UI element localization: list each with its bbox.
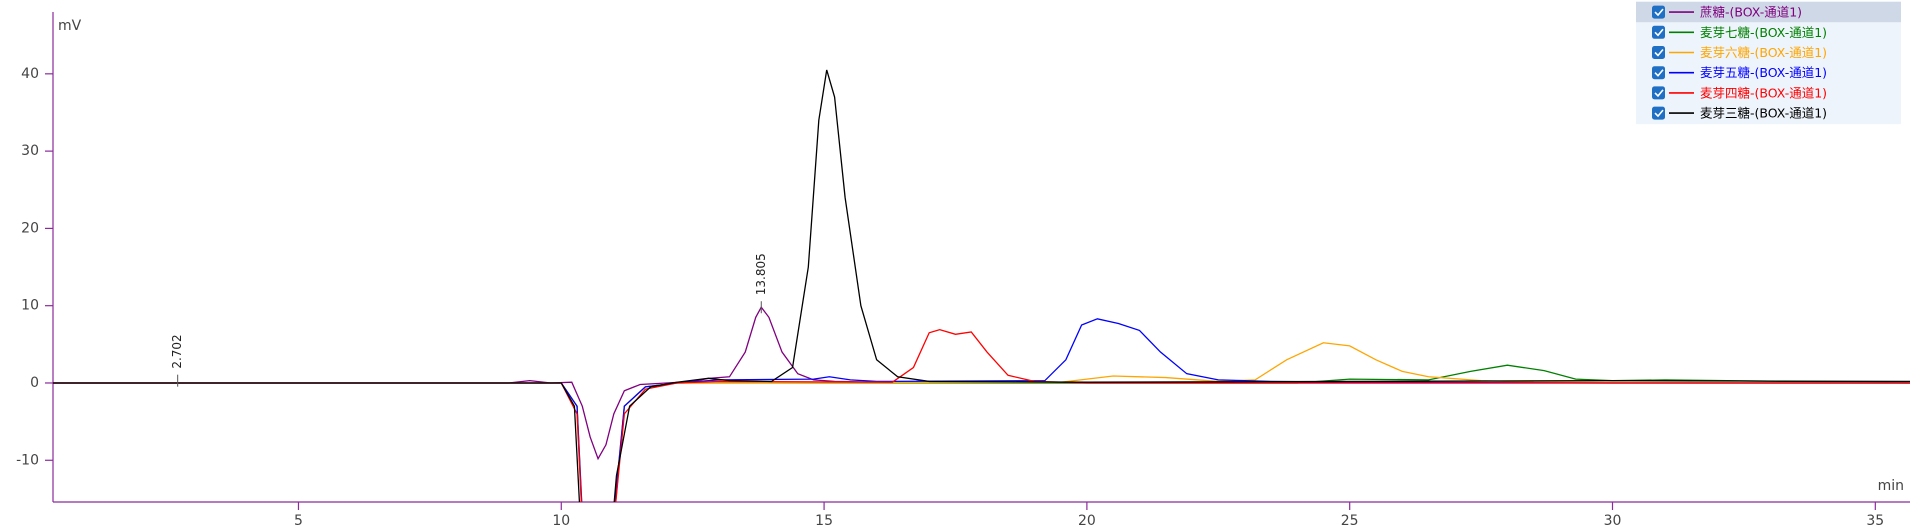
x-tick-label: 5 xyxy=(294,513,303,528)
checkbox-box[interactable] xyxy=(1652,46,1665,59)
legend-checkbox[interactable] xyxy=(1652,66,1665,80)
legend-checkbox[interactable] xyxy=(1652,106,1665,120)
legend-label: 麦芽六糖-(BOX-通道1) xyxy=(1700,45,1827,60)
checkbox-box[interactable] xyxy=(1652,66,1665,80)
legend-label: 蔗糖-(BOX-通道1) xyxy=(1700,5,1802,20)
legend-label: 麦芽四糖-(BOX-通道1) xyxy=(1700,85,1827,100)
legend-checkbox[interactable] xyxy=(1652,46,1665,59)
legend-checkbox[interactable] xyxy=(1652,86,1665,100)
x-tick-label: 35 xyxy=(1866,513,1884,528)
series-line xyxy=(53,342,1910,502)
checkbox-box[interactable] xyxy=(1652,25,1665,39)
checkbox-check[interactable] xyxy=(1654,69,1664,77)
checkbox-check[interactable] xyxy=(1654,109,1664,118)
legend-label: 麦芽三糖-(BOX-通道1) xyxy=(1700,106,1827,121)
legend-label: 麦芽五糖-(BOX-通道1) xyxy=(1700,65,1827,80)
y-tick-label: 30 xyxy=(21,143,39,159)
y-tick-label: 10 xyxy=(21,298,39,314)
x-tick-label: 15 xyxy=(815,513,833,528)
checkbox-check[interactable] xyxy=(1654,89,1664,98)
x-tick-label: 10 xyxy=(552,513,570,528)
annotation-label: 13.805 xyxy=(754,253,768,295)
x-tick-label: 25 xyxy=(1341,513,1359,528)
annotation-label: 2.702 xyxy=(170,334,184,368)
y-axis-label: mV xyxy=(58,18,82,34)
series-line xyxy=(53,318,1910,502)
series-line xyxy=(53,364,1910,502)
x-axis-label: min xyxy=(1878,478,1904,494)
legend-label: 麦芽七糖-(BOX-通道1) xyxy=(1700,25,1827,40)
plot-area xyxy=(53,69,1910,502)
legend-checkbox[interactable] xyxy=(1652,25,1665,39)
checkbox-check[interactable] xyxy=(1654,48,1664,57)
y-tick-label: -10 xyxy=(16,452,39,468)
series-line xyxy=(53,69,1910,502)
x-tick-label: 20 xyxy=(1078,513,1096,528)
legend-checkbox[interactable] xyxy=(1652,5,1665,19)
series-line xyxy=(53,328,1910,502)
legend: 蔗糖-(BOX-通道1) 麦芽七糖-(BOX-通道1) 麦芽六糖-(BOX-通道1)… xyxy=(1636,1,1901,125)
checkbox-check[interactable] xyxy=(1654,28,1664,37)
x-tick-label: 30 xyxy=(1604,513,1622,528)
y-tick-label: 0 xyxy=(30,375,39,391)
checkbox-box[interactable] xyxy=(1652,86,1665,100)
y-tick-label: 20 xyxy=(21,220,39,236)
legend-highlight xyxy=(1636,2,1901,23)
checkbox-box[interactable] xyxy=(1652,5,1665,19)
checkbox-check[interactable] xyxy=(1654,8,1664,17)
y-tick-label: 40 xyxy=(21,66,39,82)
checkbox-box[interactable] xyxy=(1652,106,1665,120)
